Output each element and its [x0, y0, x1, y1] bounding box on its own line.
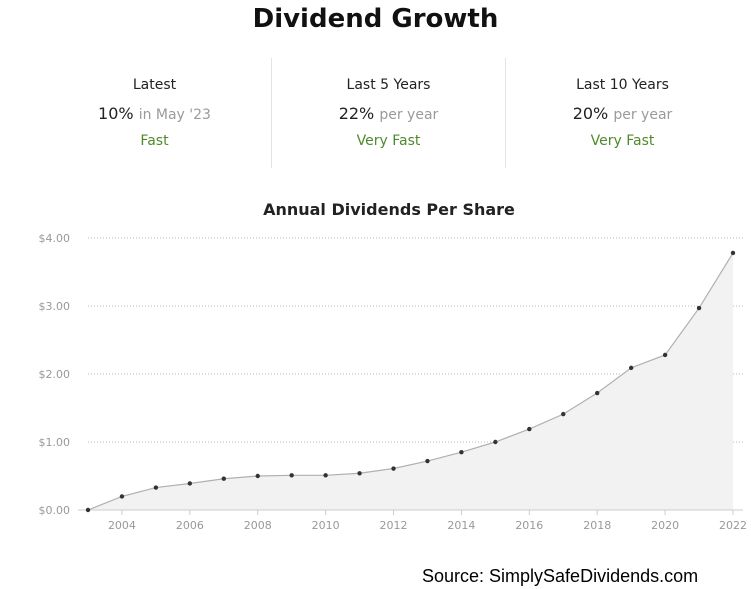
chart-title: Annual Dividends Per Share — [263, 200, 515, 219]
source-credit: Source: SimplySafeDividends.com — [422, 566, 699, 586]
y-tick-label: $2.00 — [39, 368, 71, 381]
data-point — [289, 473, 294, 478]
stat-rating: Fast — [140, 133, 169, 149]
y-tick-label: $1.00 — [39, 436, 71, 449]
data-point — [85, 507, 91, 513]
page-title: Dividend Growth — [252, 4, 499, 34]
data-point — [391, 466, 396, 471]
stat-qualifier: per year — [613, 107, 673, 123]
data-point — [527, 426, 532, 432]
y-tick-label: $0.00 — [39, 504, 71, 517]
x-tick-label: 2014 — [447, 519, 475, 532]
x-tick-label: 2016 — [515, 519, 543, 532]
x-tick-label: 2010 — [312, 519, 340, 532]
data-point — [561, 411, 566, 417]
x-tick-label: 2004 — [108, 519, 136, 532]
data-point — [187, 481, 193, 486]
y-tick-label: $4.00 — [39, 232, 71, 245]
x-tick-label: 2020 — [651, 519, 679, 532]
data-point — [696, 305, 702, 311]
stat-rating: Very Fast — [356, 133, 421, 149]
data-point — [255, 473, 260, 479]
stat-qualifier: in May '23 — [138, 107, 211, 123]
series-line — [87, 252, 734, 511]
x-tick-label: 2018 — [583, 519, 611, 532]
data-point — [119, 494, 125, 499]
stat-label: Latest — [132, 77, 177, 93]
stat-divider — [271, 58, 272, 168]
stat-qualifier: per year — [379, 107, 439, 123]
data-point — [459, 450, 464, 455]
stat-value: 10% — [98, 104, 134, 123]
stat-value-line: 10% in May '23 — [38, 104, 271, 123]
data-point — [662, 352, 668, 358]
stat-last-5-years: Last 5 Years 22% per year Very Fast — [272, 58, 505, 168]
stat-latest: Latest 10% in May '23 Fast — [38, 58, 271, 168]
data-point — [595, 390, 600, 396]
x-tick-label: 2022 — [719, 519, 747, 532]
area-fill — [88, 252, 733, 510]
stat-last-10-years: Last 10 Years 20% per year Very Fast — [506, 58, 739, 168]
data-point — [628, 365, 634, 371]
stat-rating: Very Fast — [590, 133, 655, 149]
y-tick-label: $3.00 — [39, 300, 71, 313]
stat-value: 20% — [572, 104, 609, 123]
x-tick-label: 2012 — [380, 519, 408, 532]
stat-value-line: 20% per year — [506, 104, 739, 123]
data-point — [493, 439, 498, 445]
dividend-growth-stats: Latest 10% in May '23 Fast Last 5 Years … — [38, 58, 738, 168]
data-point — [221, 476, 226, 481]
stat-divider — [505, 58, 506, 168]
stat-value-line: 22% per year — [272, 104, 505, 123]
data-point — [730, 250, 736, 256]
data-point — [153, 485, 159, 490]
x-tick-label: 2008 — [244, 519, 272, 532]
data-point — [357, 471, 362, 476]
data-point — [425, 458, 430, 464]
stat-value: 22% — [338, 104, 375, 123]
dividends-chart: $0.00 $1.00 $2.00 $3.00 $4.00 2004 2006 2008 201… — [39, 232, 748, 532]
stat-label: Last 5 Years — [346, 77, 431, 93]
x-tick-label: 2006 — [176, 519, 204, 532]
data-point — [323, 473, 328, 478]
stat-label: Last 10 Years — [576, 77, 669, 93]
